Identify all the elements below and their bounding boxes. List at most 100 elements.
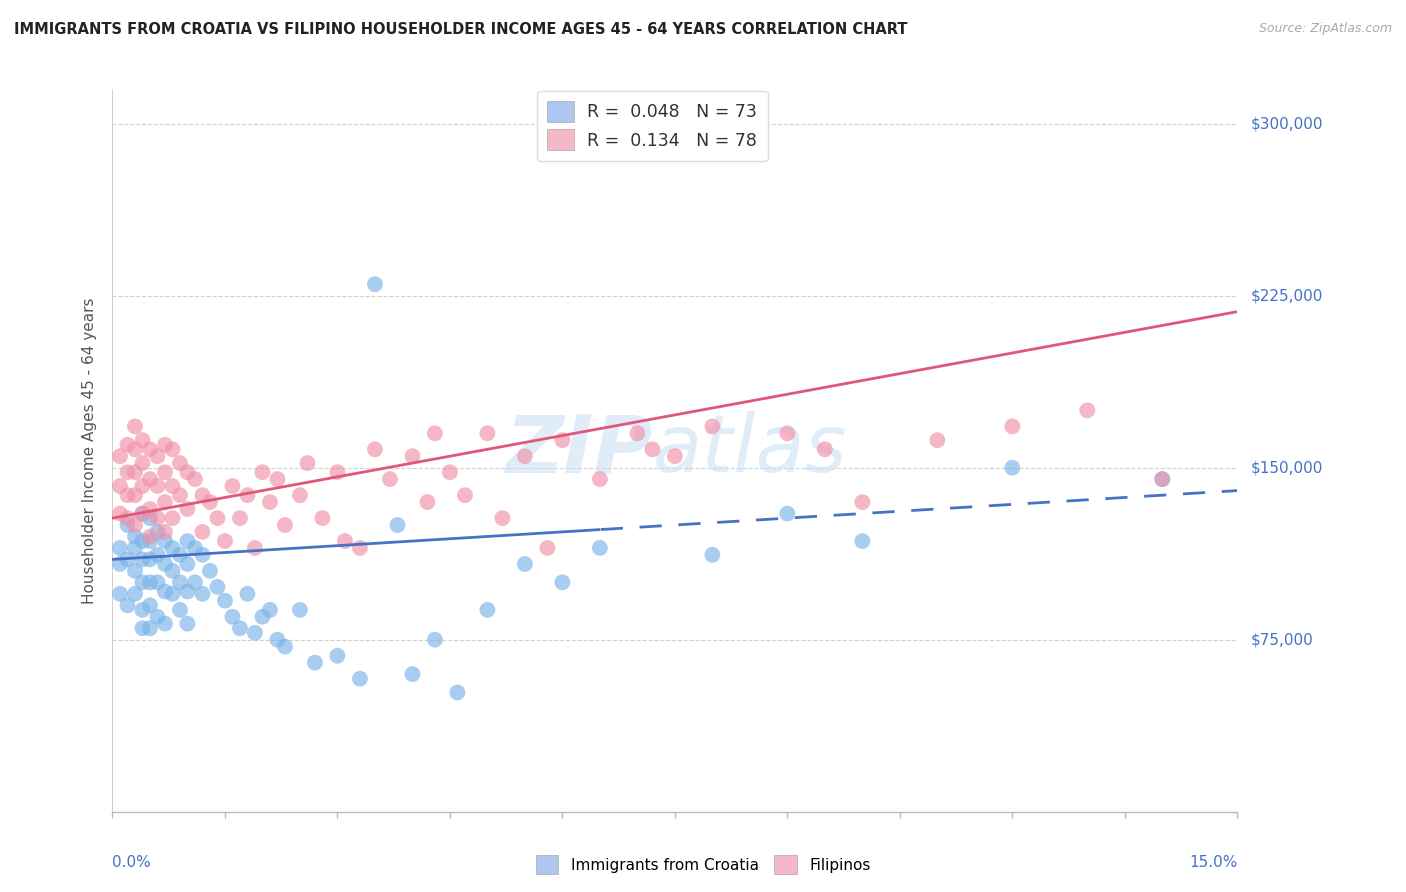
Point: [131, 479, 153, 493]
Text: 0.0%: 0.0%: [112, 855, 152, 870]
Point: [176, 557, 198, 571]
Point: [401, 667, 423, 681]
Point: [131, 621, 153, 635]
Point: [176, 616, 198, 631]
Point: [304, 656, 326, 670]
Point: [1152, 472, 1174, 486]
Point: [191, 548, 214, 562]
Point: [169, 548, 191, 562]
Point: [184, 575, 207, 590]
Point: [274, 640, 297, 654]
Point: [124, 564, 146, 578]
Point: [1076, 403, 1098, 417]
Point: [146, 575, 169, 590]
Point: [108, 449, 131, 463]
Point: [131, 507, 153, 521]
Text: $300,000: $300,000: [1251, 116, 1323, 131]
Point: [139, 575, 162, 590]
Point: [139, 502, 162, 516]
Point: [131, 552, 153, 566]
Point: [117, 511, 139, 525]
Point: [236, 587, 259, 601]
Point: [131, 507, 153, 521]
Point: [153, 534, 176, 549]
Point: [131, 456, 153, 470]
Point: [131, 603, 153, 617]
Point: [131, 433, 153, 447]
Point: [378, 472, 401, 486]
Point: [117, 518, 139, 533]
Point: [454, 488, 477, 502]
Point: [266, 472, 288, 486]
Legend: Immigrants from Croatia, Filipinos: Immigrants from Croatia, Filipinos: [530, 849, 876, 880]
Point: [423, 426, 446, 441]
Point: [401, 449, 423, 463]
Text: $225,000: $225,000: [1251, 288, 1323, 303]
Point: [214, 534, 236, 549]
Point: [702, 419, 724, 434]
Point: [236, 488, 259, 502]
Point: [214, 593, 236, 607]
Point: [243, 541, 266, 555]
Point: [702, 548, 724, 562]
Point: [259, 603, 281, 617]
Point: [124, 465, 146, 479]
Point: [146, 524, 169, 539]
Point: [814, 442, 837, 457]
Point: [641, 442, 664, 457]
Point: [139, 442, 162, 457]
Point: [176, 465, 198, 479]
Point: [851, 495, 873, 509]
Point: [117, 488, 139, 502]
Point: [162, 541, 184, 555]
Point: [423, 632, 446, 647]
Point: [131, 534, 153, 549]
Point: [124, 541, 146, 555]
Point: [477, 603, 499, 617]
Point: [176, 534, 198, 549]
Point: [664, 449, 686, 463]
Point: [108, 479, 131, 493]
Text: 15.0%: 15.0%: [1189, 855, 1237, 870]
Point: [139, 599, 162, 613]
Point: [207, 511, 229, 525]
Point: [153, 557, 176, 571]
Point: [191, 524, 214, 539]
Point: [139, 621, 162, 635]
Point: [162, 442, 184, 457]
Point: [311, 511, 333, 525]
Text: ZIP: ZIP: [505, 411, 652, 490]
Text: Source: ZipAtlas.com: Source: ZipAtlas.com: [1258, 22, 1392, 36]
Point: [169, 603, 191, 617]
Point: [536, 541, 558, 555]
Point: [364, 442, 387, 457]
Point: [229, 621, 252, 635]
Point: [851, 534, 873, 549]
Point: [169, 488, 191, 502]
Point: [153, 438, 176, 452]
Point: [162, 564, 184, 578]
Point: [266, 632, 288, 647]
Point: [326, 465, 349, 479]
Text: IMMIGRANTS FROM CROATIA VS FILIPINO HOUSEHOLDER INCOME AGES 45 - 64 YEARS CORREL: IMMIGRANTS FROM CROATIA VS FILIPINO HOUS…: [14, 22, 907, 37]
Point: [776, 426, 799, 441]
Point: [207, 580, 229, 594]
Point: [776, 507, 799, 521]
Point: [274, 518, 297, 533]
Point: [153, 495, 176, 509]
Point: [139, 529, 162, 543]
Point: [146, 479, 169, 493]
Point: [513, 449, 536, 463]
Point: [139, 534, 162, 549]
Point: [162, 587, 184, 601]
Point: [146, 511, 169, 525]
Point: [117, 552, 139, 566]
Text: atlas: atlas: [652, 411, 848, 490]
Point: [927, 433, 949, 447]
Point: [124, 529, 146, 543]
Point: [176, 584, 198, 599]
Point: [153, 616, 176, 631]
Point: [139, 472, 162, 486]
Point: [146, 609, 169, 624]
Point: [1001, 460, 1024, 475]
